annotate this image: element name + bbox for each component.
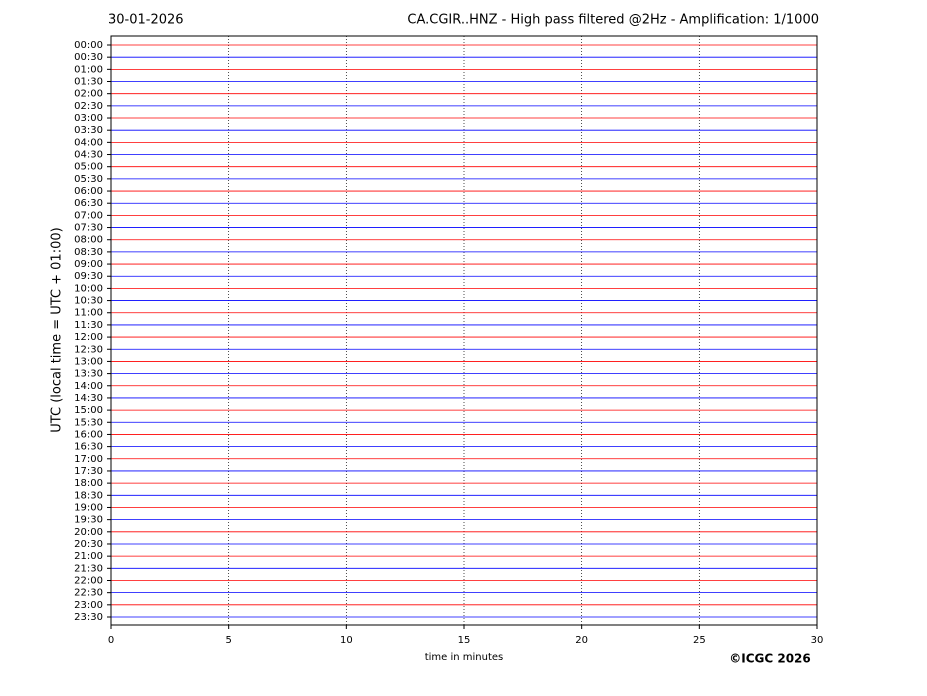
y-tick-label: 05:00 bbox=[74, 162, 103, 173]
y-tick-label: 09:00 bbox=[74, 259, 103, 270]
chart-title: CA.CGIR..HNZ - High pass filtered @2Hz -… bbox=[407, 13, 819, 28]
y-tick-label: 03:00 bbox=[74, 113, 103, 124]
y-tick-label: 02:00 bbox=[74, 89, 103, 100]
x-tick-label: 30 bbox=[811, 635, 824, 646]
x-tick-label: 25 bbox=[693, 635, 706, 646]
y-tick-label: 05:30 bbox=[74, 174, 103, 185]
y-tick-label: 17:30 bbox=[74, 466, 103, 477]
y-tick-label: 09:30 bbox=[74, 271, 103, 282]
plot-frame bbox=[110, 35, 818, 626]
y-tick-label: 19:00 bbox=[74, 502, 103, 513]
y-tick-label: 03:30 bbox=[74, 125, 103, 136]
y-tick-label: 07:00 bbox=[74, 210, 103, 221]
y-tick-label: 22:00 bbox=[74, 575, 103, 586]
y-tick-label: 06:30 bbox=[74, 198, 103, 209]
y-tick-label: 18:30 bbox=[74, 490, 103, 501]
y-tick-label: 06:00 bbox=[74, 186, 103, 197]
x-axis-label: time in minutes bbox=[425, 652, 504, 663]
x-tick-label: 5 bbox=[225, 635, 231, 646]
y-tick-label: 23:30 bbox=[74, 612, 103, 623]
y-tick-label: 15:00 bbox=[74, 405, 103, 416]
y-tick-label: 04:00 bbox=[74, 137, 103, 148]
y-tick-label: 02:30 bbox=[74, 101, 103, 112]
y-tick-label: 11:00 bbox=[74, 308, 103, 319]
y-tick-label: 08:30 bbox=[74, 247, 103, 258]
y-tick-label: 01:30 bbox=[74, 77, 103, 88]
y-tick-label: 15:30 bbox=[74, 417, 103, 428]
y-tick-label: 20:00 bbox=[74, 527, 103, 538]
y-tick-label: 16:00 bbox=[74, 429, 103, 440]
y-tick-label: 13:00 bbox=[74, 356, 103, 367]
y-axis-label: UTC (local time = UTC + 01:00) bbox=[50, 227, 65, 432]
x-tick-label: 15 bbox=[458, 635, 471, 646]
y-tick-label: 10:00 bbox=[74, 283, 103, 294]
y-tick-label: 10:30 bbox=[74, 296, 103, 307]
y-tick-label: 16:30 bbox=[74, 442, 103, 453]
y-tick-label: 21:00 bbox=[74, 551, 103, 562]
date: 30-01-2026 bbox=[108, 13, 184, 28]
y-tick-label: 18:00 bbox=[74, 478, 103, 489]
y-tick-label: 21:30 bbox=[74, 563, 103, 574]
y-tick-label: 01:00 bbox=[74, 64, 103, 75]
y-tick-label: 08:00 bbox=[74, 235, 103, 246]
y-tick-label: 00:30 bbox=[74, 52, 103, 63]
y-tick-label: 00:00 bbox=[74, 40, 103, 51]
y-tick-label: 14:30 bbox=[74, 393, 103, 404]
y-tick-label: 12:30 bbox=[74, 344, 103, 355]
y-tick-label: 12:00 bbox=[74, 332, 103, 343]
x-tick-label: 0 bbox=[108, 635, 114, 646]
copyright: ©ICGC 2026 bbox=[729, 652, 811, 666]
y-tick-label: 11:30 bbox=[74, 320, 103, 331]
y-tick-label: 17:00 bbox=[74, 454, 103, 465]
y-tick-label: 14:00 bbox=[74, 381, 103, 392]
y-tick-label: 22:30 bbox=[74, 588, 103, 599]
y-tick-label: 04:30 bbox=[74, 150, 103, 161]
y-tick-label: 23:00 bbox=[74, 600, 103, 611]
y-tick-label: 19:30 bbox=[74, 515, 103, 526]
y-tick-label: 07:30 bbox=[74, 223, 103, 234]
y-tick-label: 20:30 bbox=[74, 539, 103, 550]
x-tick-label: 10 bbox=[340, 635, 353, 646]
x-tick-label: 20 bbox=[575, 635, 588, 646]
y-tick-label: 13:30 bbox=[74, 369, 103, 380]
